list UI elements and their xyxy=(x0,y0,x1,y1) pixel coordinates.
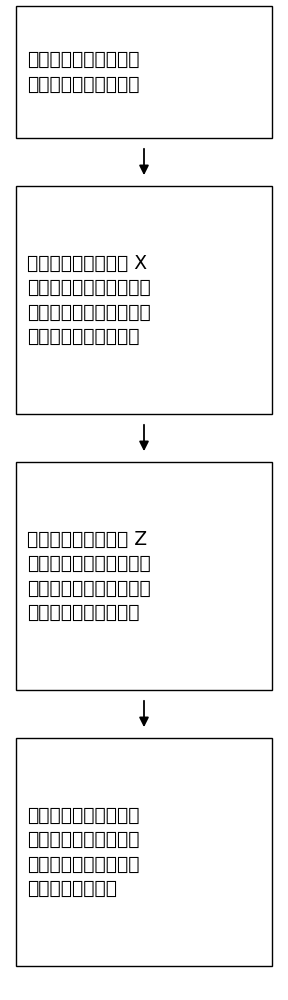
Bar xyxy=(16,462,272,690)
Bar xyxy=(16,738,272,966)
Text: 保持无磁正六面体的 Z
轴与旋转轴方向一致，旋
转无磁转台，记录磁传感
器与加速度计的测量值: 保持无磁正六面体的 Z 轴与旋转轴方向一致，旋 转无磁转台，记录磁传感 器与加速… xyxy=(27,530,151,622)
Text: 保持无磁正六面体的 X
轴与旋转轴方向一致，旋
转无磁转台，记录磁传感
器与加速度计的测量值: 保持无磁正六面体的 X 轴与旋转轴方向一致，旋 转无磁转台，记录磁传感 器与加速… xyxy=(27,254,151,346)
Bar xyxy=(16,186,272,414)
Bar xyxy=(16,6,272,138)
Text: 分别计算出磁传感器到
无磁正六面体的非对准
角和加速度计到无磁正
六面体的非对准角: 分别计算出磁传感器到 无磁正六面体的非对准 角和加速度计到无磁正 六面体的非对准… xyxy=(27,806,140,898)
Text: 将磁传感器与加速度计
封装于无磁正六面体内: 将磁传感器与加速度计 封装于无磁正六面体内 xyxy=(27,50,140,94)
